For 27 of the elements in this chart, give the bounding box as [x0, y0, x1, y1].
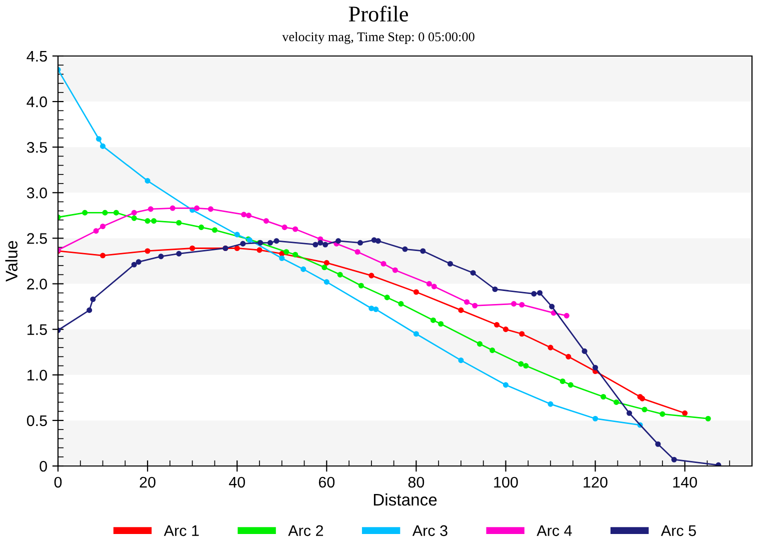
x-tick-label: 140: [673, 476, 697, 488]
x-tick-label: 80: [408, 476, 424, 488]
y-tick-label: 2.5: [27, 233, 47, 244]
legend-label: Arc 3: [412, 525, 448, 536]
chart-subtitle: velocity mag, Time Step: 0 05:00:00: [282, 32, 474, 44]
x-tick-label: 0: [54, 476, 62, 488]
x-tick-label: 40: [228, 476, 245, 488]
y-axis-title: Value: [5, 241, 18, 282]
x-tick-label: 60: [318, 476, 335, 488]
x-tick-label: 100: [494, 476, 518, 488]
legend-label: Arc 5: [660, 525, 696, 536]
y-tick-label: 4.0: [26, 96, 47, 108]
y-tick-label: 1.0: [28, 370, 47, 381]
x-tick-label: 20: [140, 476, 156, 488]
legend-label: Arc 1: [164, 525, 199, 536]
legend-label: Arc 4: [536, 525, 572, 536]
y-tick-label: 3.0: [26, 188, 47, 198]
y-tick-label: 3.5: [26, 142, 47, 153]
chart-title: Profile: [348, 6, 408, 22]
legend-label: Arc 2: [288, 525, 324, 536]
y-tick-label: 0.5: [26, 415, 47, 426]
y-tick-label: 2.0: [27, 278, 47, 290]
y-tick-label: 1.5: [28, 324, 47, 336]
x-axis-title: Distance: [374, 493, 437, 506]
y-tick-label: 0: [40, 460, 47, 472]
x-tick-label: 120: [584, 476, 608, 488]
y-tick-label: 4.5: [26, 51, 47, 62]
